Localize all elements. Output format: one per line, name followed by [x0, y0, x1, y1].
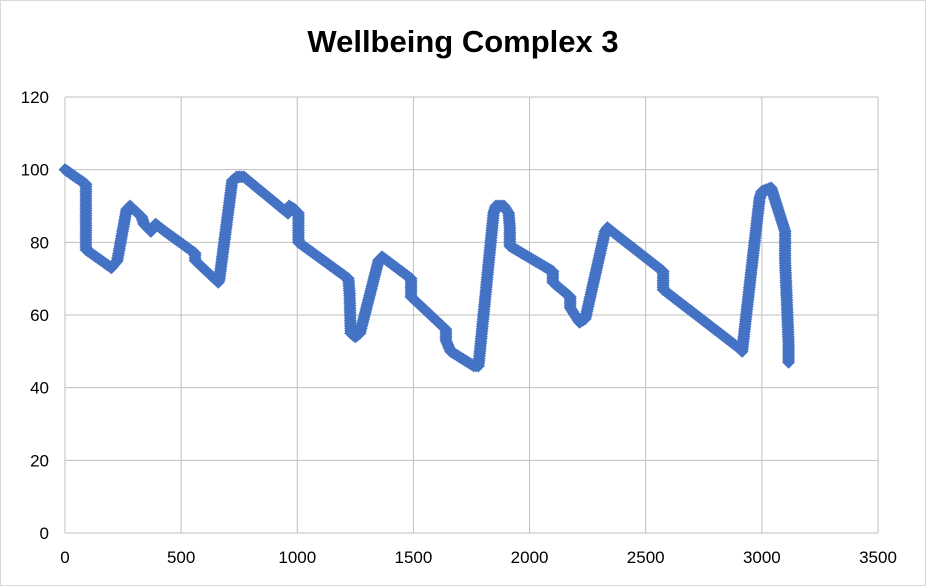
x-tick-label: 500: [167, 548, 195, 567]
data-series: [58, 163, 796, 373]
x-tick-label: 0: [60, 548, 69, 567]
gridlines: [64, 96, 879, 534]
y-tick-label: 60: [30, 306, 49, 325]
x-tick-label: 1500: [395, 548, 433, 567]
y-tick-label: 20: [30, 451, 49, 470]
x-tick-label: 2500: [627, 548, 665, 567]
y-tick-label: 80: [30, 233, 49, 252]
chart-title: Wellbeing Complex 3: [307, 24, 619, 59]
x-tick-label: 2000: [511, 548, 549, 567]
x-tick-label: 3000: [743, 548, 781, 567]
y-tick-label: 100: [21, 161, 49, 180]
y-tick-label: 40: [30, 379, 49, 398]
y-tick-label: 0: [40, 524, 49, 543]
y-tick-label: 120: [21, 88, 49, 107]
x-tick-label: 1000: [278, 548, 316, 567]
x-tick-label: 3500: [859, 548, 897, 567]
tick-labels: 0 20 40 60 80 100 120 0 500 1000 1500 2000 2500 3000 3…: [21, 88, 897, 567]
data-point: [782, 355, 796, 369]
